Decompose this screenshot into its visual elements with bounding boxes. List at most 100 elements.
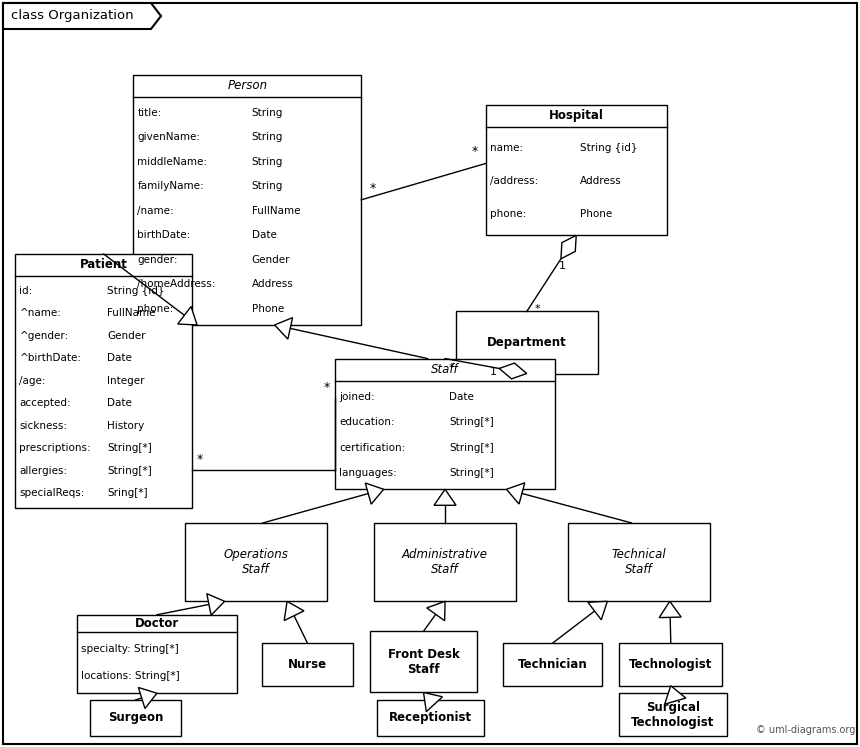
- Text: Doctor: Doctor: [135, 617, 179, 630]
- Text: certification:: certification:: [340, 442, 406, 453]
- Text: education:: education:: [340, 418, 395, 427]
- Text: *: *: [369, 182, 376, 195]
- Bar: [335, 359, 555, 489]
- Text: ^name:: ^name:: [20, 309, 61, 318]
- Text: familyName:: familyName:: [138, 182, 204, 191]
- Text: id:: id:: [20, 285, 33, 296]
- Bar: [185, 523, 327, 601]
- Bar: [619, 693, 727, 736]
- Text: String[*]: String[*]: [108, 443, 152, 453]
- Polygon shape: [588, 601, 607, 620]
- Text: phone:: phone:: [490, 209, 526, 219]
- Bar: [619, 643, 722, 686]
- Text: name:: name:: [490, 143, 523, 153]
- Text: middleName:: middleName:: [138, 157, 207, 167]
- Text: String[*]: String[*]: [450, 418, 494, 427]
- Text: FullName: FullName: [108, 309, 156, 318]
- Bar: [374, 523, 516, 601]
- Polygon shape: [274, 317, 292, 339]
- Text: String[*]: String[*]: [108, 466, 152, 476]
- Polygon shape: [138, 687, 157, 708]
- Text: Gender: Gender: [108, 331, 145, 341]
- Bar: [90, 700, 181, 736]
- Text: title:: title:: [138, 108, 162, 118]
- Text: ^gender:: ^gender:: [20, 331, 69, 341]
- Text: class Organization: class Organization: [11, 10, 133, 22]
- Text: /homeAddress:: /homeAddress:: [138, 279, 216, 289]
- Text: prescriptions:: prescriptions:: [20, 443, 91, 453]
- Text: locations: String[*]: locations: String[*]: [82, 671, 180, 681]
- Text: specialty: String[*]: specialty: String[*]: [82, 645, 179, 654]
- Polygon shape: [499, 363, 526, 379]
- Text: Date: Date: [252, 230, 277, 241]
- Text: Patient: Patient: [80, 258, 127, 271]
- Polygon shape: [206, 594, 224, 616]
- Text: phone:: phone:: [138, 304, 174, 314]
- Text: Technician: Technician: [518, 658, 587, 671]
- Text: String {id}: String {id}: [108, 285, 164, 296]
- Text: String: String: [252, 108, 283, 118]
- Text: languages:: languages:: [340, 468, 397, 478]
- Bar: [486, 105, 666, 235]
- Text: sickness:: sickness:: [20, 421, 67, 431]
- Bar: [568, 523, 710, 601]
- Bar: [456, 311, 598, 374]
- Text: allergies:: allergies:: [20, 466, 68, 476]
- Polygon shape: [507, 483, 525, 504]
- Text: accepted:: accepted:: [20, 398, 71, 408]
- Bar: [133, 75, 361, 325]
- Polygon shape: [366, 483, 384, 504]
- Text: *: *: [471, 146, 478, 158]
- Text: *: *: [197, 453, 203, 466]
- Text: String {id}: String {id}: [580, 143, 637, 153]
- Text: Address: Address: [252, 279, 293, 289]
- Text: joined:: joined:: [340, 392, 375, 402]
- Polygon shape: [659, 601, 681, 618]
- Text: specialReqs:: specialReqs:: [20, 489, 85, 498]
- Bar: [77, 615, 236, 693]
- Text: String: String: [252, 132, 283, 142]
- Text: Receptionist: Receptionist: [389, 711, 472, 725]
- Text: Technologist: Technologist: [630, 658, 712, 671]
- Text: String[*]: String[*]: [450, 468, 494, 478]
- Polygon shape: [665, 686, 685, 704]
- Text: String: String: [252, 182, 283, 191]
- Text: Nurse: Nurse: [288, 658, 327, 671]
- Text: givenName:: givenName:: [138, 132, 200, 142]
- Text: Technical
Staff: Technical Staff: [611, 548, 666, 576]
- Text: 1: 1: [490, 368, 497, 377]
- Text: Hospital: Hospital: [549, 109, 604, 122]
- Text: Date: Date: [108, 398, 132, 408]
- Text: Surgical
Technologist: Surgical Technologist: [631, 701, 715, 728]
- Text: *: *: [324, 381, 330, 394]
- Text: Date: Date: [450, 392, 475, 402]
- Text: birthDate:: birthDate:: [138, 230, 191, 241]
- Text: /name:: /name:: [138, 206, 174, 216]
- Text: Phone: Phone: [252, 304, 284, 314]
- Text: Sring[*]: Sring[*]: [108, 489, 148, 498]
- Text: *: *: [449, 363, 454, 373]
- Text: 1: 1: [559, 261, 566, 270]
- Text: FullName: FullName: [252, 206, 300, 216]
- Text: String[*]: String[*]: [450, 442, 494, 453]
- Text: © uml-diagrams.org: © uml-diagrams.org: [756, 725, 855, 735]
- Text: Date: Date: [108, 353, 132, 363]
- Text: ^birthDate:: ^birthDate:: [20, 353, 82, 363]
- Polygon shape: [423, 692, 443, 712]
- Polygon shape: [434, 489, 456, 505]
- Polygon shape: [427, 601, 445, 621]
- Text: Integer: Integer: [108, 376, 144, 385]
- Bar: [503, 643, 602, 686]
- Text: Department: Department: [487, 336, 567, 349]
- Bar: [377, 700, 484, 736]
- Bar: [15, 254, 192, 508]
- Text: gender:: gender:: [138, 255, 178, 265]
- Text: Person: Person: [227, 79, 267, 92]
- Text: /address:: /address:: [490, 176, 538, 186]
- Bar: [370, 631, 477, 692]
- Text: Front Desk
Staff: Front Desk Staff: [388, 648, 459, 676]
- Text: History: History: [108, 421, 144, 431]
- Polygon shape: [3, 3, 161, 29]
- Bar: [262, 643, 353, 686]
- Text: Phone: Phone: [580, 209, 612, 219]
